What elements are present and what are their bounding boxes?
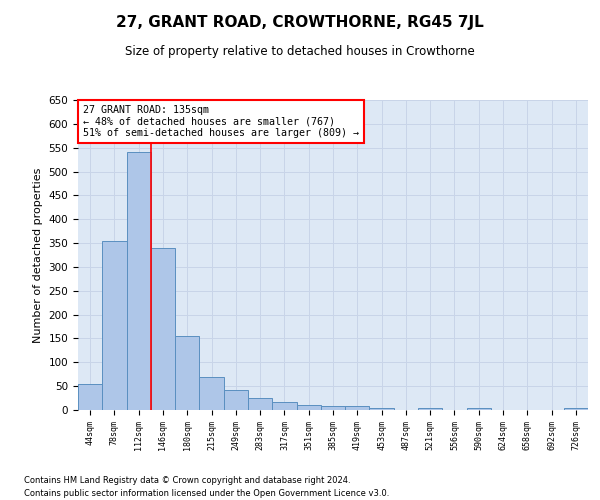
Bar [345,406,370,410]
Bar [321,406,345,410]
Text: 27 GRANT ROAD: 135sqm
← 48% of detached houses are smaller (767)
51% of semi-det: 27 GRANT ROAD: 135sqm ← 48% of detached … [83,104,359,138]
Bar [272,402,296,410]
Text: Contains public sector information licensed under the Open Government Licence v3: Contains public sector information licen… [24,488,389,498]
Bar [224,390,248,410]
Text: Contains HM Land Registry data © Crown copyright and database right 2024.: Contains HM Land Registry data © Crown c… [24,476,350,485]
Bar [127,152,151,410]
Bar [199,376,224,410]
Text: Size of property relative to detached houses in Crowthorne: Size of property relative to detached ho… [125,45,475,58]
Bar [151,248,175,410]
Bar [564,408,588,410]
Bar [102,240,127,410]
Bar [418,408,442,410]
Bar [370,408,394,410]
Bar [78,384,102,410]
Bar [467,408,491,410]
Text: 27, GRANT ROAD, CROWTHORNE, RG45 7JL: 27, GRANT ROAD, CROWTHORNE, RG45 7JL [116,15,484,30]
Bar [248,398,272,410]
Bar [175,336,199,410]
Bar [296,405,321,410]
Y-axis label: Number of detached properties: Number of detached properties [33,168,43,342]
